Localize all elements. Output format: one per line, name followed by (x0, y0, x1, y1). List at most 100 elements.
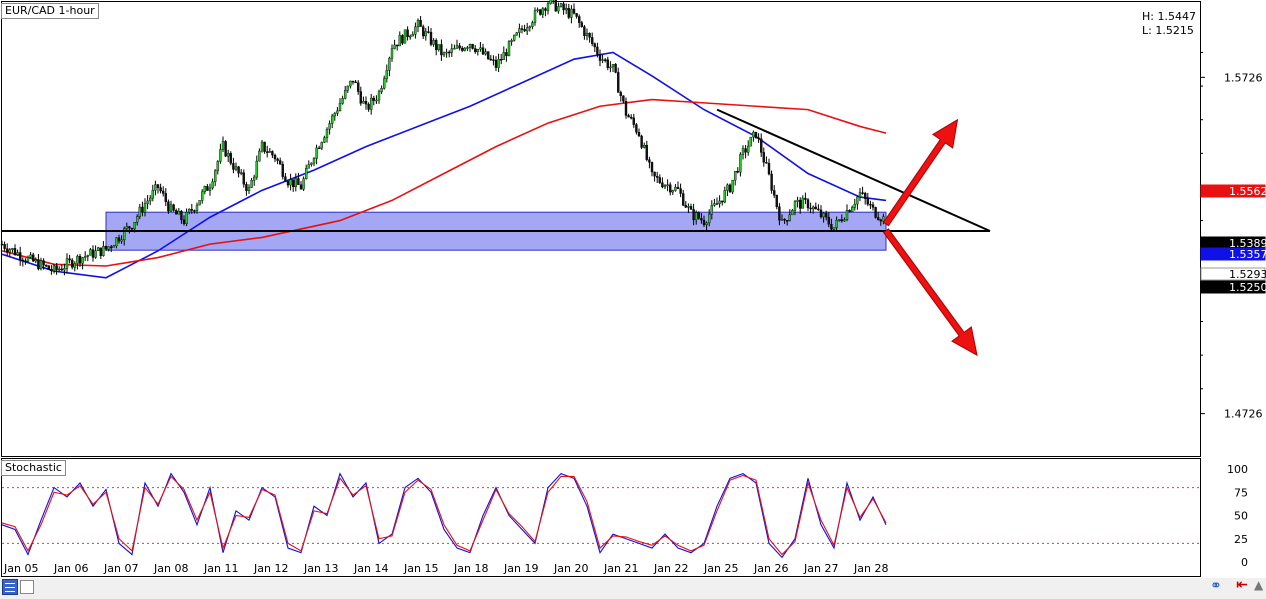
chart-tab-box[interactable] (20, 580, 34, 594)
candle-body (843, 219, 846, 222)
candle-body (656, 175, 659, 178)
candle-body (432, 40, 435, 45)
candle-body (661, 182, 664, 188)
candle-body (827, 216, 830, 225)
candle (297, 172, 300, 185)
candle (250, 177, 253, 188)
candle-body (591, 37, 594, 44)
x-tick-label: Jan 13 (303, 562, 338, 575)
candle (362, 96, 365, 104)
candle-body (624, 101, 628, 116)
candle-body (403, 29, 407, 44)
candle-body (877, 217, 880, 221)
candle-body (414, 26, 417, 35)
candle (448, 50, 451, 58)
candle (325, 127, 329, 143)
candle-body (250, 180, 253, 188)
candle-body (385, 70, 388, 79)
candle (591, 32, 594, 47)
candle (731, 179, 734, 195)
candle-body (481, 47, 485, 55)
candle-body (198, 200, 201, 206)
candle-body (502, 52, 505, 60)
candle-body (58, 268, 61, 271)
x-tick-label: Jan 26 (753, 562, 788, 575)
candle-body (775, 194, 778, 207)
candle (435, 38, 438, 56)
candle (177, 208, 181, 215)
candle-body (281, 164, 284, 177)
candle-body (739, 154, 742, 173)
candle-body (359, 91, 362, 104)
candle (159, 183, 162, 194)
candle-body (328, 123, 331, 130)
candle (767, 158, 771, 176)
candle (453, 44, 456, 50)
candle (364, 96, 368, 110)
candle (47, 265, 50, 270)
candle-body (708, 213, 711, 224)
candle-body (851, 207, 854, 212)
candle-body (440, 44, 443, 56)
candle (552, 0, 555, 5)
candle (666, 179, 669, 192)
candle (107, 246, 110, 252)
candle (604, 58, 607, 63)
candle (89, 247, 92, 256)
candle (419, 15, 422, 27)
candle-body (643, 145, 646, 148)
candle (375, 95, 378, 105)
candle-body (159, 187, 162, 192)
candle (429, 28, 433, 47)
candle-body (258, 150, 261, 162)
candle (557, 2, 560, 14)
candle (531, 20, 534, 30)
candle-body (211, 181, 214, 189)
candle-body (182, 219, 186, 224)
candle-body (752, 131, 755, 138)
candle-body (747, 145, 750, 153)
candle (289, 173, 292, 191)
candle (294, 173, 297, 192)
candle (190, 203, 194, 214)
candle-body (635, 124, 638, 133)
candle (695, 210, 698, 225)
candle-body (458, 45, 461, 49)
link-icon[interactable]: ⚭ (1210, 578, 1222, 594)
chart-grid-icon[interactable] (2, 579, 18, 595)
candle-body (799, 199, 802, 209)
candle-body (825, 212, 828, 218)
stochastic-y-label: 50 (1234, 510, 1248, 523)
candle (632, 113, 635, 128)
candle-body (879, 219, 882, 222)
x-tick-label: Jan 11 (203, 562, 238, 575)
candle (151, 184, 155, 202)
candle (146, 195, 149, 210)
candle-body (780, 218, 784, 221)
candle-body (73, 263, 77, 268)
candle-body (793, 201, 797, 211)
candle-body (390, 48, 394, 59)
candle (193, 209, 196, 214)
candle (372, 95, 375, 106)
scroll-up-icon[interactable]: ▲ (1254, 578, 1264, 592)
candle (50, 265, 53, 275)
candle-body (598, 54, 602, 61)
candle (377, 89, 381, 104)
candle-body (76, 255, 79, 264)
candle (211, 178, 214, 190)
candle-body (190, 209, 194, 211)
y-tick-label: 1.5726 (1224, 71, 1263, 84)
candle (687, 203, 690, 214)
candle (333, 111, 336, 121)
shift-left-icon[interactable]: ⇤ (1236, 577, 1248, 593)
candle-body (554, 0, 557, 12)
candle-body (536, 9, 539, 11)
candle (396, 44, 399, 51)
candle-body (37, 259, 40, 270)
candle-body (484, 51, 487, 55)
candle (549, 0, 552, 5)
candle (331, 113, 334, 129)
candle (791, 208, 794, 216)
candle-body (135, 216, 139, 223)
